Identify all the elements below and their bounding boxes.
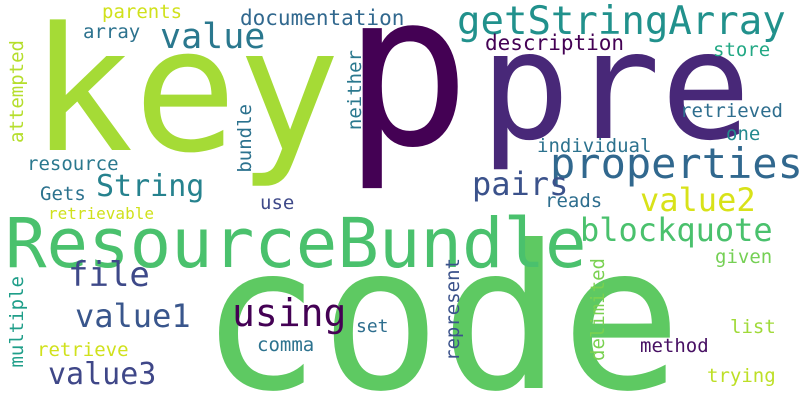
word-using: using [232,291,347,335]
word-retrieve: retrieve [37,339,129,361]
word-documentation: documentation [240,6,405,30]
word-neither: neither [344,50,366,131]
word-value1: value1 [75,297,191,335]
word-bundle: bundle [234,104,256,173]
word-p: p [343,0,471,194]
word-value3: value3 [48,357,157,392]
word-description: description [485,31,625,55]
word-value2: value2 [640,181,756,219]
word-method: method [640,335,709,357]
word-blockquote: blockquote [580,211,773,249]
word-pre: pre [480,0,751,174]
word-string: String [96,169,205,204]
word-represent: represent [442,258,464,361]
word-one: one [726,123,761,145]
word-file: file [68,255,150,295]
word-parents: parents [102,1,183,23]
word-individual: individual [537,135,652,157]
word-store: store [713,39,771,61]
word-properties: properties [550,139,800,188]
word-retrieved: retrieved [680,100,783,122]
word-list: list [730,316,776,338]
word-use: use [260,192,295,214]
word-given: given [715,246,773,268]
word-code: code [200,203,682,400]
word-comma: comma [257,334,315,356]
word-delimited: delimited [587,258,609,361]
word-reads: reads [545,190,603,212]
word-resourcebundle: ResourceBundle [5,204,587,284]
word-gets: Gets [40,183,86,205]
word-retrievable: retrievable [48,204,154,223]
word-value: value [160,17,266,57]
word-attempted: attempted [6,40,28,143]
word-trying: trying [707,365,776,387]
word-multiple: multiple [6,276,28,368]
word-resource: resource [27,153,119,175]
word-set: set [356,316,389,337]
word-array: array [83,21,141,43]
word-pairs: pairs [472,165,569,203]
word-key: key [30,0,341,191]
word-getstringarray: getStringArray [457,0,786,44]
